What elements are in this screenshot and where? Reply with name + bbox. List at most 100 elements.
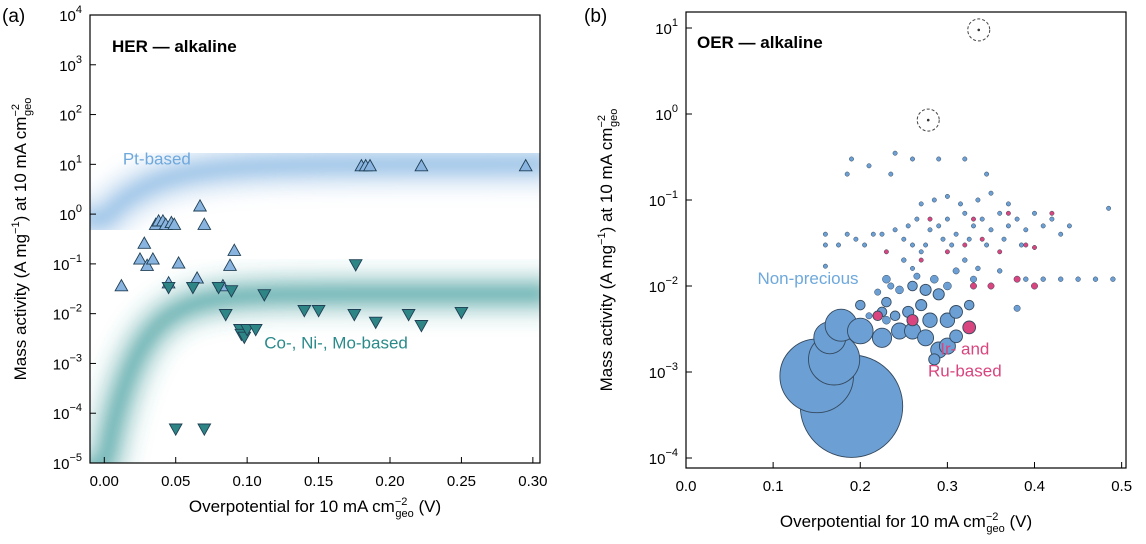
non-precious-point <box>1018 242 1024 248</box>
non-precious-point <box>944 216 950 222</box>
panel-a0-ytick-label: 103 <box>59 54 82 75</box>
pt-based-point <box>140 258 155 271</box>
non-precious-point <box>958 201 963 207</box>
ir-ru-point <box>927 216 933 222</box>
pt-based-point <box>167 217 182 230</box>
panel-b1-xtick-label: 0.5 <box>1111 478 1132 495</box>
pt-based-point <box>171 255 186 269</box>
panel-a-frame <box>89 14 541 464</box>
non-precious-point <box>915 299 928 312</box>
panel-a0-ytick-label: 10−3 <box>53 352 82 373</box>
co-ni-mo-point <box>211 281 226 295</box>
non-precious-point <box>905 223 911 229</box>
panel-a-xlabel: Overpotential for 10 mA cm−2 geo (V) <box>189 496 441 520</box>
non-precious-point <box>949 242 955 248</box>
non-precious-point <box>938 337 956 355</box>
panel-b-frame <box>685 11 1127 469</box>
panel-b-letter: (b) <box>584 6 607 27</box>
panel-a-marks <box>114 158 533 437</box>
non-precious-label: Non-precious <box>757 269 858 288</box>
ir-ru-label: Ir- and Ru-based <box>928 339 1002 380</box>
non-precious-point <box>1075 276 1081 282</box>
panel-b1-ytick-label: 101 <box>655 17 678 38</box>
non-precious-point <box>963 299 975 311</box>
non-precious-point <box>984 171 990 177</box>
non-precious-point <box>1023 227 1029 233</box>
panel-b1-ytick-label: 10−1 <box>649 189 678 210</box>
panel-a0-ytick-label: 10−1 <box>53 253 82 274</box>
pt-based-point <box>137 236 152 249</box>
non-precious-point <box>847 317 874 345</box>
non-precious-point <box>879 231 885 237</box>
panel-b1-ytick-label: 100 <box>655 103 678 124</box>
non-precious-point <box>997 268 1003 274</box>
non-precious-point <box>1066 223 1072 229</box>
panel-a0-ytick-label: 104 <box>59 4 82 25</box>
ir-ru-point <box>970 282 977 290</box>
panel-b-ylabel: Mass activity (A mg−1) at 10 mA cm−2geo <box>596 109 620 392</box>
non-precious-point <box>887 282 895 290</box>
non-precious-point <box>870 231 876 237</box>
outlier-point <box>977 28 981 32</box>
ir-ru-point <box>997 249 1003 255</box>
panel-b-title: OER — alkaline <box>697 33 823 52</box>
non-precious-point <box>882 315 891 325</box>
co-ni-mo-point <box>257 289 272 302</box>
panel-b1-xtick-label: 0.0 <box>676 478 697 495</box>
non-precious-point <box>940 236 946 242</box>
non-precious-point <box>1110 276 1116 282</box>
pt-based-point <box>132 251 148 265</box>
non-precious-point <box>949 305 963 319</box>
non-precious-point <box>855 299 866 311</box>
ir-ru-point <box>906 314 919 327</box>
panel-b-marks <box>779 18 1116 458</box>
band-0 <box>90 134 540 249</box>
non-precious-point <box>979 216 985 222</box>
non-precious-point <box>1040 223 1046 229</box>
non-precious-point <box>865 312 873 320</box>
panel-a-letter: (a) <box>2 6 25 27</box>
ir-ru-point <box>987 282 995 290</box>
co-ni-mo-label: Co-, Ni-, Mo-based <box>264 333 408 352</box>
non-precious-point <box>962 156 968 162</box>
non-precious-point <box>1106 205 1112 211</box>
pt-based-point <box>145 251 160 265</box>
non-precious-point <box>1040 276 1046 282</box>
non-precious-point <box>888 171 894 177</box>
co-ni-mo-point <box>347 309 362 322</box>
ir-ru-point <box>1031 282 1038 290</box>
non-precious-point <box>970 275 977 283</box>
non-precious-point <box>988 227 994 233</box>
panel-b1-xtick-label: 0.2 <box>850 478 871 495</box>
non-precious-point <box>949 329 963 344</box>
panel-a-bands <box>90 134 540 463</box>
non-precious-point <box>910 156 915 162</box>
pt-based-point <box>114 278 129 292</box>
panel-a0-ytick-label: 101 <box>59 153 82 174</box>
non-precious-point <box>882 274 891 284</box>
co-ni-mo-point <box>348 259 363 272</box>
co-ni-mo-point <box>218 309 233 322</box>
panel-a0-xtick-label: 0.05 <box>161 473 190 490</box>
non-precious-point <box>936 223 942 229</box>
panel-b-ticks: 0.0 0.1 0.2 0.3 0.4 0.5 10−4 10−3 10−2 10−1 100 101 <box>649 17 1132 495</box>
non-precious-point <box>928 353 941 366</box>
non-precious-point <box>881 296 892 308</box>
non-precious-point <box>919 283 932 296</box>
panel-a0-ytick-label: 10−2 <box>53 303 82 324</box>
co-ni-mo-point <box>414 320 429 333</box>
panel-a0-ytick-label: 100 <box>59 203 82 224</box>
ir-ru-point <box>979 236 985 242</box>
non-precious-point <box>1001 236 1007 242</box>
pt-based-label: Pt-based <box>123 149 191 168</box>
non-precious-point <box>892 227 898 233</box>
pt-based-point <box>227 243 242 256</box>
panel-a0-xtick-label: 0.25 <box>447 473 476 490</box>
non-precious-point <box>971 223 976 229</box>
ir-ru-point <box>872 310 883 322</box>
panel-b1-ytick-label: 10−4 <box>649 447 678 468</box>
non-precious-point <box>822 231 828 237</box>
co-ni-mo-point <box>240 324 255 337</box>
panel-b1-xtick-label: 0.3 <box>937 478 958 495</box>
